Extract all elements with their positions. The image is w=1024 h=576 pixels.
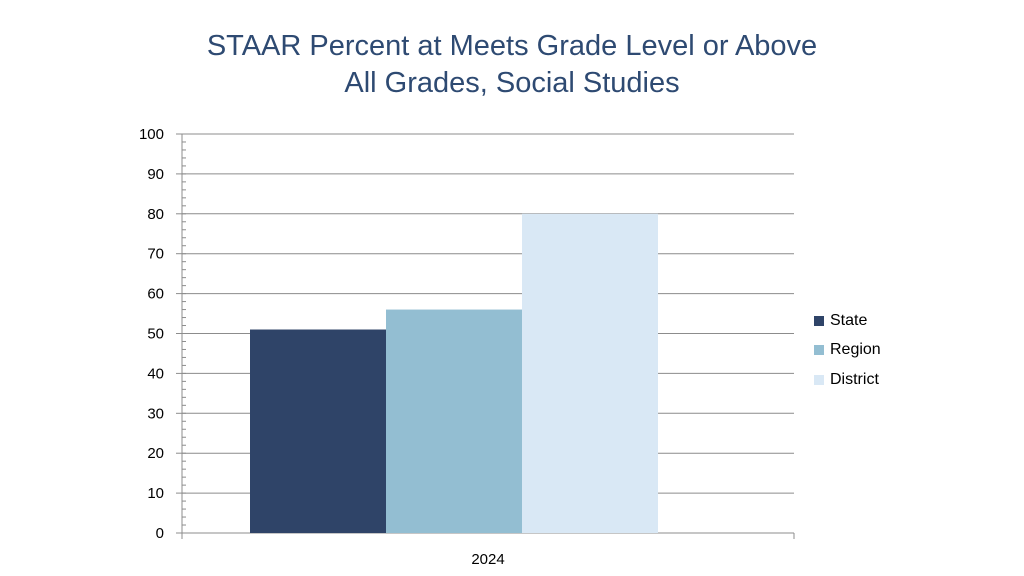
y-tick-label: 20 bbox=[147, 445, 164, 462]
y-tick-label: 40 bbox=[147, 365, 164, 382]
legend-item: State bbox=[814, 306, 881, 336]
y-tick-label: 70 bbox=[147, 246, 164, 263]
y-tick-label: 10 bbox=[147, 485, 164, 502]
legend-label: District bbox=[830, 370, 879, 388]
legend-label: Region bbox=[830, 341, 881, 359]
legend-swatch bbox=[814, 315, 824, 326]
legend: State Region District bbox=[814, 306, 881, 395]
y-tick-label: 100 bbox=[139, 126, 164, 143]
y-tick-label: 30 bbox=[147, 405, 164, 422]
bar-district bbox=[522, 213, 658, 534]
bar-region bbox=[386, 309, 522, 533]
chart-title-line-2: All Grades, Social Studies bbox=[344, 67, 680, 99]
chart-title-line-1: STAAR Percent at Meets Grade Level or Ab… bbox=[206, 30, 818, 62]
legend-swatch bbox=[814, 374, 824, 385]
chart-title: STAAR Percent at Meets Grade Level or Ab… bbox=[0, 28, 1024, 102]
legend-item: District bbox=[814, 365, 881, 395]
y-tick-label: 90 bbox=[147, 166, 164, 183]
y-tick-label: 60 bbox=[147, 286, 164, 303]
legend-swatch bbox=[814, 345, 824, 356]
bar-state bbox=[250, 329, 386, 533]
x-tick-label: 2024 bbox=[471, 551, 504, 568]
legend-item: Region bbox=[814, 336, 881, 366]
legend-label: State bbox=[830, 311, 868, 329]
y-tick-label: 50 bbox=[147, 326, 164, 343]
y-tick-label: 0 bbox=[156, 525, 164, 542]
y-tick-label: 80 bbox=[147, 206, 164, 223]
